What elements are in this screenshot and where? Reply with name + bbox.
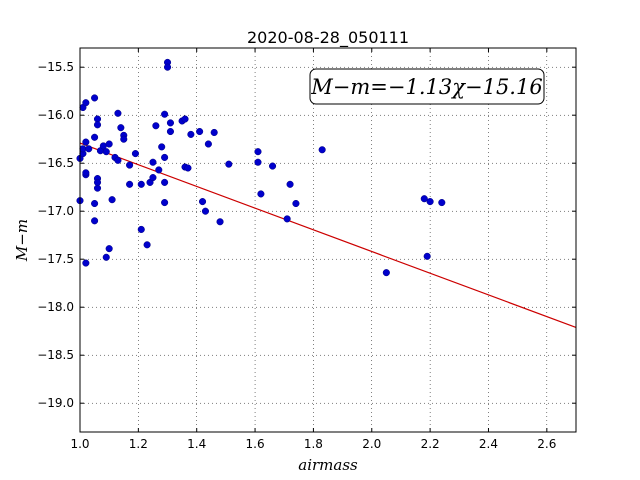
data-point: [82, 99, 90, 107]
data-point: [82, 138, 90, 146]
data-point: [225, 160, 233, 168]
x-tick-label: 2.0: [362, 437, 381, 451]
data-point: [149, 158, 157, 166]
data-point: [216, 218, 224, 226]
y-tick-label: −16.0: [37, 108, 74, 122]
data-point: [102, 253, 110, 261]
data-point: [91, 133, 99, 141]
data-point: [143, 241, 151, 249]
fit-line: [79, 142, 577, 329]
data-point: [105, 140, 113, 148]
data-point: [166, 127, 174, 136]
data-point: [108, 196, 116, 204]
data-point: [254, 148, 262, 156]
data-point: [137, 225, 145, 233]
data-point: [155, 166, 163, 174]
data-point: [82, 169, 90, 177]
chart-title: 2020-08-28_050111: [247, 28, 409, 48]
data-point: [131, 150, 139, 158]
data-point: [91, 217, 99, 225]
data-point: [181, 115, 189, 123]
data-point: [93, 121, 102, 129]
data-point: [163, 63, 172, 71]
data-point: [438, 199, 446, 207]
data-point: [161, 178, 169, 186]
data-point: [318, 146, 326, 154]
grid: [79, 48, 576, 432]
data-point: [423, 252, 431, 260]
data-point: [210, 128, 218, 137]
data-point: [91, 94, 99, 102]
data-point: [292, 199, 300, 208]
x-tick-label: 2.4: [479, 437, 498, 451]
x-tick-label: 1.6: [246, 437, 265, 451]
data-point: [426, 198, 434, 206]
data-point: [254, 158, 262, 166]
data-point: [114, 109, 122, 117]
data-point: [283, 215, 291, 223]
x-tick-label: 1.4: [187, 437, 206, 451]
data-point: [117, 124, 125, 132]
data-point: [105, 245, 113, 253]
data-point: [102, 148, 110, 156]
data-point: [114, 156, 122, 164]
fit-equation: M−m=−1.13χ−15.16: [310, 75, 542, 99]
data-point: [158, 143, 166, 151]
ticks: 1.0 1.2 1.4 1.6 1.8 2.0 2.2 2.4 2.6 −15.5 −16.0 −16…: [37, 48, 576, 451]
data-point: [257, 190, 265, 198]
data-point: [161, 153, 169, 161]
x-tick-label: 1.0: [70, 437, 89, 451]
y-tick-label: −15.5: [37, 60, 74, 74]
data-point: [382, 269, 390, 277]
data-point: [93, 178, 102, 186]
data-point: [420, 195, 428, 203]
y-axis-label: M−m: [13, 219, 31, 262]
fit-equation-box: M−m=−1.13χ−15.16: [309, 68, 545, 105]
data-point: [82, 259, 90, 267]
y-tick-label: −17.5: [37, 252, 74, 266]
data-point: [85, 145, 93, 153]
data-point: [187, 130, 195, 138]
data-point: [126, 161, 134, 169]
fit-equation-frame: [309, 68, 545, 105]
data-point: [152, 122, 160, 130]
plot-frame: [79, 47, 577, 433]
y-tick-label: −17.0: [37, 204, 74, 218]
x-tick-label: 2.2: [421, 437, 440, 451]
x-tick-label: 1.2: [129, 437, 148, 451]
data-points: [76, 58, 446, 277]
data-point: [184, 164, 192, 172]
data-point: [161, 199, 169, 207]
data-point: [204, 140, 212, 148]
data-point: [91, 199, 99, 208]
y-tick-label: −18.0: [37, 300, 74, 314]
y-tick-label: −16.5: [37, 156, 74, 170]
data-point: [149, 174, 157, 182]
data-point: [201, 207, 210, 215]
data-point: [120, 135, 128, 143]
y-tick-label: −19.0: [37, 396, 74, 410]
data-point: [126, 180, 134, 188]
data-point: [286, 180, 294, 188]
data-point: [269, 162, 277, 170]
data-point: [137, 180, 145, 188]
data-point: [198, 198, 207, 206]
x-tick-label: 1.8: [304, 437, 323, 451]
fit-line-layer: [79, 142, 577, 329]
data-point: [196, 127, 204, 136]
x-axis-label: airmass: [298, 456, 358, 474]
y-tick-label: −18.5: [37, 348, 74, 362]
data-point: [166, 119, 174, 127]
x-tick-label: 2.6: [537, 437, 556, 451]
data-point: [161, 110, 169, 118]
